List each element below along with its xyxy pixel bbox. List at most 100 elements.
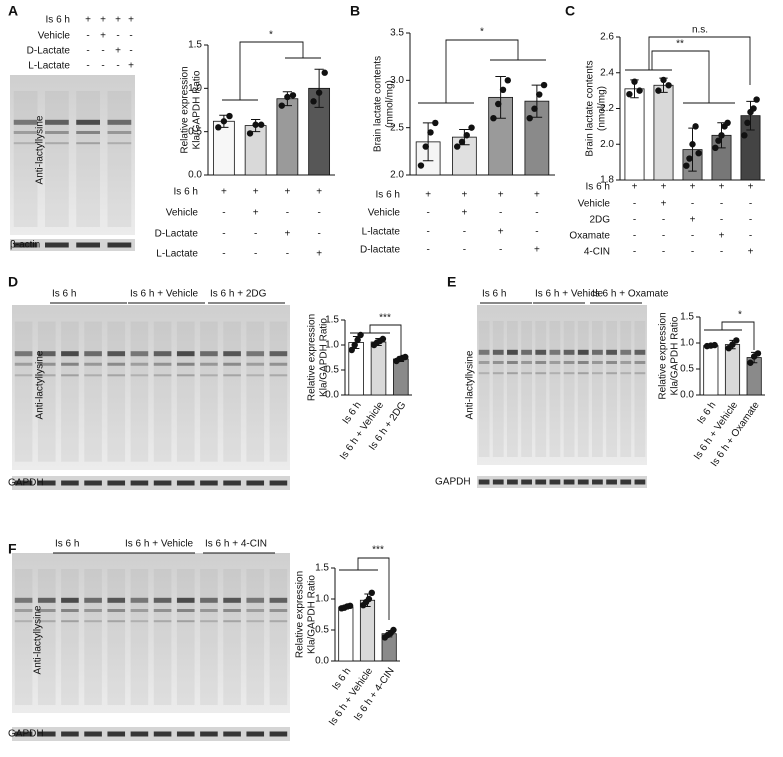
data-point bbox=[504, 77, 512, 84]
data-point bbox=[526, 115, 533, 122]
band bbox=[246, 351, 265, 357]
y-tick-label: 2.2 bbox=[600, 103, 614, 114]
bar bbox=[624, 88, 645, 181]
y-axis-label: Kla/GAPDH Ratio bbox=[319, 318, 330, 397]
band bbox=[521, 361, 532, 364]
data-point bbox=[463, 132, 470, 139]
sign: - bbox=[116, 61, 119, 72]
y-tick-label: 1.0 bbox=[188, 83, 202, 94]
sign: + bbox=[115, 15, 121, 26]
band bbox=[549, 349, 561, 355]
y-axis-label: Brain lactate contents bbox=[373, 56, 384, 152]
loading-band bbox=[37, 731, 56, 737]
loading-band bbox=[130, 480, 149, 486]
sign: + bbox=[128, 15, 134, 26]
y-tick-label: 2.4 bbox=[600, 67, 614, 78]
band bbox=[620, 372, 632, 375]
condition-sign: + bbox=[284, 187, 290, 198]
smear bbox=[246, 321, 265, 462]
condition-sign: + bbox=[316, 187, 322, 198]
data-point bbox=[215, 124, 222, 131]
group-label: Is 6 h + 2DG bbox=[210, 289, 267, 300]
data-point bbox=[711, 341, 718, 349]
band bbox=[535, 361, 547, 364]
blot bbox=[12, 305, 290, 470]
band bbox=[592, 361, 603, 364]
band bbox=[507, 372, 518, 375]
significance-bracket bbox=[357, 557, 390, 620]
condition-sign: - bbox=[720, 215, 723, 226]
loading-blot bbox=[10, 239, 135, 251]
y-tick-label: 1.0 bbox=[315, 594, 329, 605]
band bbox=[107, 374, 126, 377]
condition-sign: - bbox=[691, 231, 694, 242]
loading-blot bbox=[477, 476, 647, 488]
band bbox=[84, 362, 102, 366]
significance-label: * bbox=[269, 30, 273, 41]
band bbox=[107, 609, 126, 612]
y-axis-label: (nmol/mg) bbox=[597, 86, 608, 131]
condition-sign: - bbox=[720, 247, 723, 258]
band bbox=[37, 374, 56, 377]
band bbox=[14, 620, 33, 623]
significance-bracket bbox=[651, 50, 710, 103]
band bbox=[223, 351, 241, 357]
row-label: L-Lactate bbox=[28, 61, 70, 72]
smear bbox=[223, 569, 241, 705]
band bbox=[223, 362, 241, 366]
loading-band bbox=[549, 479, 561, 485]
loading-band bbox=[620, 479, 632, 485]
band bbox=[153, 609, 172, 612]
data-point bbox=[258, 121, 265, 128]
loading-band bbox=[269, 731, 288, 737]
condition-sign: + bbox=[534, 190, 540, 201]
loading-band bbox=[37, 480, 56, 486]
condition-sign: + bbox=[632, 182, 638, 193]
band bbox=[246, 362, 265, 366]
error-bar bbox=[495, 76, 506, 119]
data-point bbox=[741, 132, 748, 139]
smear bbox=[176, 569, 195, 705]
y-axis-label: Relative expression bbox=[180, 66, 191, 153]
smear bbox=[176, 321, 195, 462]
loading-band bbox=[61, 731, 79, 737]
band bbox=[130, 597, 149, 603]
condition-label: D-Lactate bbox=[155, 229, 199, 240]
panel-label: E bbox=[447, 274, 456, 290]
band bbox=[492, 361, 504, 364]
data-point bbox=[348, 346, 355, 354]
condition-sign: + bbox=[253, 208, 259, 219]
condition-sign: - bbox=[633, 215, 636, 226]
band bbox=[107, 362, 126, 366]
y-tick-label: 2.0 bbox=[600, 139, 614, 150]
band bbox=[13, 119, 38, 125]
y-axis-label: Kla/GAPDH Ratio bbox=[307, 575, 318, 654]
smear bbox=[130, 321, 149, 462]
band bbox=[521, 372, 532, 375]
condition-sign: - bbox=[749, 215, 752, 226]
y-tick-label: 0.0 bbox=[315, 656, 329, 667]
loading-band bbox=[176, 480, 195, 486]
band bbox=[107, 597, 126, 603]
data-point bbox=[718, 132, 725, 139]
band bbox=[606, 349, 617, 355]
data-point bbox=[458, 138, 466, 146]
panel-label: F bbox=[8, 541, 17, 557]
data-point bbox=[278, 102, 285, 109]
loading-band bbox=[507, 479, 518, 485]
data-point bbox=[417, 162, 425, 169]
condition-sign: + bbox=[690, 182, 696, 193]
band bbox=[153, 620, 172, 623]
band bbox=[61, 620, 79, 623]
band bbox=[84, 351, 102, 357]
band bbox=[200, 609, 218, 612]
panel-label: C bbox=[565, 3, 575, 19]
data-point bbox=[252, 121, 259, 128]
sign: - bbox=[86, 61, 89, 72]
blot bbox=[12, 553, 290, 713]
band bbox=[130, 374, 149, 377]
band bbox=[606, 372, 617, 375]
smear bbox=[521, 321, 532, 457]
smear bbox=[200, 321, 218, 462]
y-axis-label: (mmol/mg) bbox=[385, 80, 396, 128]
